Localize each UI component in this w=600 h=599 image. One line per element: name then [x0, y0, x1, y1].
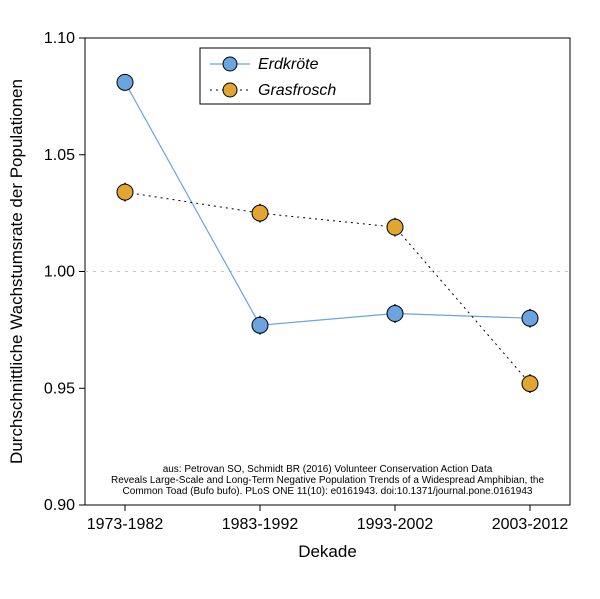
x-ticks: 1973-1982 1983-1992 1993-2002 2003-2012 — [87, 505, 569, 533]
legend-marker-icon — [223, 83, 237, 97]
y-tick-label: 1.05 — [44, 147, 75, 164]
data-point-marker — [387, 219, 403, 235]
data-point-marker — [117, 184, 133, 200]
x-tick-label: 2003-2012 — [492, 516, 569, 533]
series-line — [125, 192, 530, 383]
x-tick-label: 1973-1982 — [87, 516, 164, 533]
caption-line: aus: Petrovan SO, Schmidt BR (2016) Volu… — [163, 464, 493, 475]
x-axis-label: Dekade — [298, 542, 357, 561]
y-tick-label: 0.90 — [44, 497, 75, 514]
x-tick-label: 1993-2002 — [357, 516, 434, 533]
series-line — [125, 82, 530, 325]
legend: Erdkröte Grasfrosch — [200, 48, 370, 104]
y-ticks: 0.90 0.95 1.00 1.05 1.10 — [44, 30, 85, 514]
data-point-marker — [252, 205, 268, 221]
series-group — [117, 74, 538, 393]
y-tick-label: 0.95 — [44, 380, 75, 397]
x-tick-label: 1983-1992 — [222, 516, 299, 533]
y-tick-label: 1.10 — [44, 30, 75, 47]
y-tick-label: 1.00 — [44, 264, 75, 281]
data-point-marker — [522, 376, 538, 392]
caption-line: Common Toad (Bufo bufo). PLoS ONE 11(10)… — [123, 486, 533, 497]
caption-line: Reveals Large-Scale and Long-Term Negati… — [111, 475, 544, 486]
legend-item-label: Erdkröte — [258, 56, 319, 73]
legend-item-label: Grasfrosch — [258, 82, 336, 99]
data-point-marker — [522, 310, 538, 326]
citation-caption: aus: Petrovan SO, Schmidt BR (2016) Volu… — [111, 464, 544, 497]
data-point-marker — [252, 317, 268, 333]
data-point-marker — [117, 74, 133, 90]
y-axis-label: Durchschnittliche Wachstumsrate der Popu… — [7, 79, 26, 464]
data-point-marker — [387, 306, 403, 322]
legend-marker-icon — [223, 57, 237, 71]
